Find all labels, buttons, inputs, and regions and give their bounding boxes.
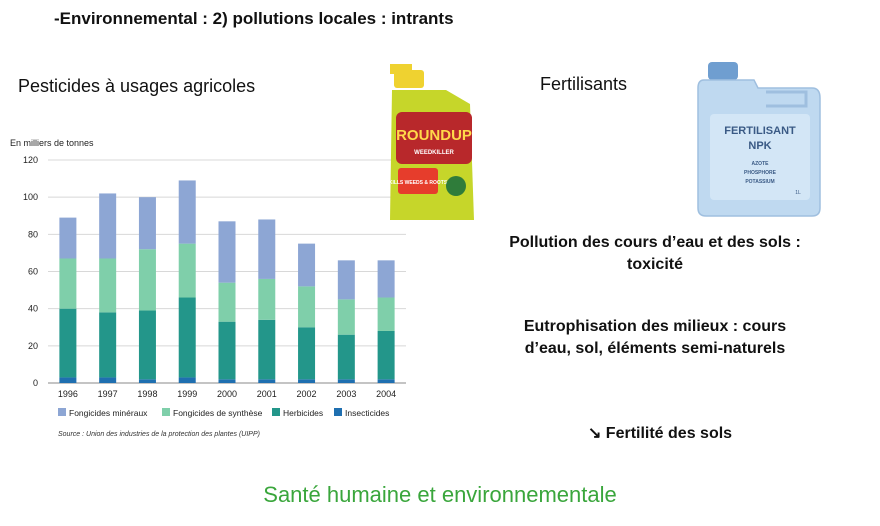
- y-tick-label: 80: [28, 229, 38, 239]
- legend-swatch: [162, 408, 170, 416]
- bar-segment: [59, 308, 77, 378]
- bar-segment: [99, 193, 117, 259]
- bar-segment: [298, 327, 316, 380]
- jerrycan-line-potassium: POTASSIUM: [745, 179, 774, 185]
- bar-segment: [337, 299, 355, 335]
- jerrycan-line-azote: AZOTE: [752, 161, 770, 167]
- bar-segment: [59, 217, 77, 259]
- y-tick-label: 100: [23, 192, 38, 202]
- bar-segment: [138, 310, 156, 380]
- x-tick-label: 1999: [177, 389, 197, 399]
- x-tick-label: 1997: [98, 389, 118, 399]
- bar-segment: [298, 243, 316, 287]
- x-tick-label: 2000: [217, 389, 237, 399]
- y-tick-label: 20: [28, 341, 38, 351]
- legend-label: Fongicides minéraux: [69, 408, 148, 418]
- roundup-badge: [398, 168, 438, 194]
- jerrycan-title-1: FERTILISANT: [724, 125, 796, 137]
- x-tick-label: 2002: [297, 389, 317, 399]
- fertilisants-label: Fertilisants: [540, 74, 628, 94]
- bar-segment: [298, 286, 316, 328]
- legend-swatch: [58, 408, 66, 416]
- legend-label: Insecticides: [345, 408, 389, 418]
- bar-segment: [178, 297, 196, 378]
- slide-title: -Environnemental : 2) pollutions locales…: [54, 9, 454, 28]
- roundup-badge-text: KILLS WEEDS & ROOTS: [389, 180, 448, 186]
- bar-segment: [59, 258, 77, 309]
- jerrycan-line-phosphore: PHOSPHORE: [744, 170, 777, 176]
- legend-swatch: [334, 408, 342, 416]
- chart-source: Source : Union des industries de la prot…: [58, 431, 260, 438]
- y-tick-label: 40: [28, 304, 38, 314]
- bar-segment: [377, 297, 395, 331]
- fertilisant-jerrycan-image: FERTILISANT NPK AZOTE PHOSPHORE POTASSIU…: [697, 62, 821, 217]
- y-tick-label: 60: [28, 267, 38, 277]
- x-tick-label: 2003: [336, 389, 356, 399]
- chart-x-ticks: 1996 1997 1998 1999 2000 2001 2002 2003 2004: [58, 389, 396, 399]
- roundup-sub: WEEDKILLER: [414, 150, 454, 156]
- eutrophisation-text: Eutrophisation des milieux : cours d’eau…: [523, 318, 787, 357]
- bar-segment: [178, 180, 196, 244]
- pollution-text: Pollution des cours d’eau et des sols : …: [509, 234, 801, 273]
- bar-segment: [178, 243, 196, 298]
- roundup-bottle-image: ROUNDUP WEEDKILLER KILLS WEEDS & ROOTS: [389, 64, 474, 220]
- chart-legend: Fongicides minéraux Fongicides de synthès…: [58, 408, 389, 418]
- bar-segment: [258, 219, 276, 279]
- pesticides-label: Pesticides à usages agricoles: [18, 76, 256, 96]
- bar-segment: [258, 278, 276, 320]
- bar-segment: [218, 282, 236, 322]
- bar-segment: [218, 321, 236, 380]
- bar-segment: [178, 377, 196, 383]
- jerrycan-handle: [766, 90, 808, 108]
- legend-swatch: [272, 408, 280, 416]
- bar-segment: [258, 319, 276, 380]
- bar-segment: [99, 258, 117, 313]
- bar-segment: [298, 379, 316, 383]
- jerrycan-title-2: NPK: [748, 140, 771, 152]
- x-tick-label: 1998: [137, 389, 157, 399]
- bar-segment: [337, 379, 355, 383]
- x-tick-label: 1996: [58, 389, 78, 399]
- jerrycan-label: [710, 114, 810, 200]
- chart-y-ticks: 0 20 40 60 80 100 120: [23, 155, 38, 388]
- bar-segment: [377, 379, 395, 383]
- legend-label: Fongicides de synthèse: [173, 408, 263, 418]
- bar-segment: [138, 379, 156, 383]
- bar-segment: [337, 334, 355, 380]
- bar-segment: [99, 377, 117, 383]
- jerrycan-volume: 1L: [795, 190, 801, 196]
- roundup-seal-icon: [446, 176, 466, 196]
- bar-segment: [59, 377, 77, 383]
- bar-segment: [258, 379, 276, 383]
- jerrycan-cap: [708, 62, 738, 80]
- bottle-cap: [394, 70, 424, 88]
- roundup-brand: ROUNDUP: [396, 127, 472, 144]
- bar-segment: [99, 312, 117, 378]
- pesticides-chart: En milliers de tonnes 0 20 40 60 80 100 120 19…: [10, 138, 406, 438]
- footer-text: Santé humaine et environnementale: [263, 482, 617, 507]
- y-tick-label: 120: [23, 155, 38, 165]
- bar-segment: [138, 249, 156, 311]
- bottle-label: [396, 112, 472, 164]
- y-tick-label: 0: [33, 378, 38, 388]
- chart-ylabel: En milliers de tonnes: [10, 138, 94, 148]
- bar-segment: [377, 260, 395, 298]
- bar-segment: [337, 260, 355, 300]
- legend-label: Herbicides: [283, 408, 323, 418]
- bar-segment: [218, 379, 236, 383]
- x-tick-label: 2001: [257, 389, 277, 399]
- fertilite-text: ↘ Fertilité des sols: [587, 425, 733, 442]
- chart-bars: [59, 180, 395, 383]
- bar-segment: [218, 221, 236, 283]
- bottle-nozzle: [390, 64, 412, 74]
- bar-segment: [377, 330, 395, 380]
- x-tick-label: 2004: [376, 389, 396, 399]
- bar-segment: [138, 197, 156, 250]
